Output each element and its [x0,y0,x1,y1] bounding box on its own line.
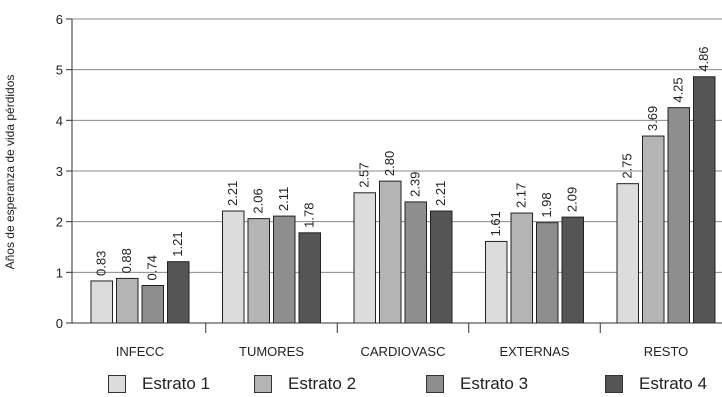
data-label: 2.21 [433,181,448,206]
data-label: 1.61 [488,211,503,236]
y-tick-label: 6 [56,12,63,27]
data-label: 2.57 [357,162,372,187]
bar-estrato-4-infecc [167,261,190,324]
data-label: 2.21 [225,181,240,206]
bar-estrato-3-cardiovasc [404,201,427,324]
data-label: 4.25 [671,77,686,102]
data-label: 2.75 [620,153,635,178]
x-tick-label: RESTO [644,344,689,359]
data-label: 2.80 [382,151,397,176]
data-label: 1.21 [170,231,185,256]
y-axis-title: Años de esperanza de vida pérdidos [3,74,17,270]
data-label: 2.06 [251,188,266,213]
data-label: 2.09 [565,187,580,212]
gridlines [72,18,722,273]
bar-estrato-2-resto [642,135,665,324]
legend-swatch [108,375,126,393]
data-label: 1.78 [302,203,317,228]
data-label: 1.98 [539,192,554,217]
legend-item-estrato-2: Estrato 2 [254,372,356,396]
y-tick-label: 4 [56,113,63,128]
y-tick-label: 0 [56,316,63,331]
bar-estrato-1-infecc [90,280,113,324]
bar-estrato-4-externas [561,216,584,324]
legend-swatch [426,375,444,393]
legend-label: Estrato 4 [639,374,708,393]
legend-swatch [605,375,623,393]
bar-estrato-2-cardiovasc [379,180,402,324]
legend-label: Estrato 3 [460,374,529,393]
legend: Estrato 1 Estrato 2 Estrato 3 Estrato 4 [100,372,722,396]
legend-item-estrato-1: Estrato 1 [108,372,210,396]
data-label: 0.74 [145,255,160,280]
y-tick-label: 3 [56,164,63,179]
x-tick-label: EXTERNAS [499,344,569,359]
bars [90,76,716,324]
bar-estrato-4-cardiovasc [430,210,453,324]
bar-estrato-1-tumores [222,210,245,324]
data-label: 2.39 [408,172,423,197]
legend-item-estrato-4: Estrato 4 [605,372,707,396]
bar-estrato-3-resto [667,107,690,324]
data-labels: 0.83 0.88 0.74 1.21 2.21 2.06 2.11 1.78 2.57 2.80… [94,46,712,280]
legend-label: Estrato 2 [288,374,357,393]
x-tick-label: CARDIOVASC [361,344,446,359]
bar-estrato-1-externas [485,240,508,324]
bar-estrato-3-externas [536,222,559,324]
y-tick-label: 5 [56,63,63,78]
x-tick-label: TUMORES [239,344,304,359]
data-label: 2.11 [276,187,291,211]
axes: 0 1 2 3 4 5 6 INFECC TUMORES CARDIOVASC EXTERNAS RE… [56,12,722,359]
bar-estrato-2-tumores [247,218,270,324]
legend-label: Estrato 1 [142,374,211,393]
data-label: 3.69 [645,106,660,131]
bar-estrato-1-cardiovasc [353,192,376,324]
legend-swatch [254,375,272,393]
bar-estrato-1-resto [616,183,639,324]
legend-item-estrato-3: Estrato 3 [426,372,528,396]
y-axis-title-wrap: Años de esperanza de vida pérdidos [0,0,20,397]
data-label: 4.86 [696,46,711,71]
y-tick-label: 1 [56,265,63,280]
data-label: 0.83 [94,251,109,276]
data-label: 2.17 [514,183,529,208]
x-tick-label: INFECC [116,344,164,359]
bar-estrato-3-infecc [141,285,164,324]
bar-estrato-4-tumores [298,232,321,324]
data-label: 0.88 [119,248,134,273]
y-tick-label: 2 [56,215,63,230]
bar-estrato-2-infecc [116,277,139,324]
bar-estrato-2-externas [510,212,533,324]
bar-estrato-3-tumores [273,215,296,324]
bar-estrato-4-resto [693,76,716,324]
